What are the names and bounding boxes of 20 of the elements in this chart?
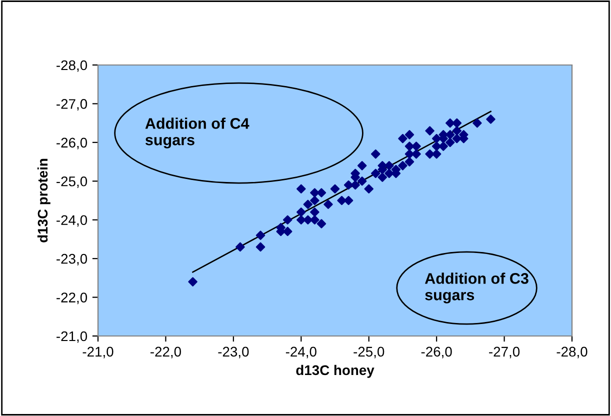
x-tick-label: -23,0 xyxy=(218,346,249,358)
y-tick-label: -24,0 xyxy=(56,215,88,227)
x-tick-label: -24,0 xyxy=(286,346,316,358)
annotation: Addition of C3 sugars xyxy=(424,272,528,304)
y-tick-label: -26,0 xyxy=(56,138,88,150)
x-tick-label: -22,0 xyxy=(150,346,181,358)
y-axis-title: d13C protein xyxy=(37,158,50,242)
x-tick-label: -26,0 xyxy=(421,346,452,358)
annotation: Addition of C4 sugars xyxy=(145,118,250,148)
y-tick-label: -25,0 xyxy=(56,176,88,188)
y-tick-label: -23,0 xyxy=(56,254,88,266)
x-tick-label: -28,0 xyxy=(556,346,588,358)
x-tick-label: -27,0 xyxy=(489,346,520,358)
y-tick-label: -22,0 xyxy=(56,292,88,304)
x-tick-label: -25,0 xyxy=(354,346,384,358)
y-tick-label: -28,0 xyxy=(56,60,88,72)
y-tick-label: -27,0 xyxy=(56,99,88,111)
x-axis-title: d13C honey xyxy=(296,364,374,378)
x-tick-label: -21,0 xyxy=(82,346,114,358)
y-tick-label: -21,0 xyxy=(56,331,88,343)
